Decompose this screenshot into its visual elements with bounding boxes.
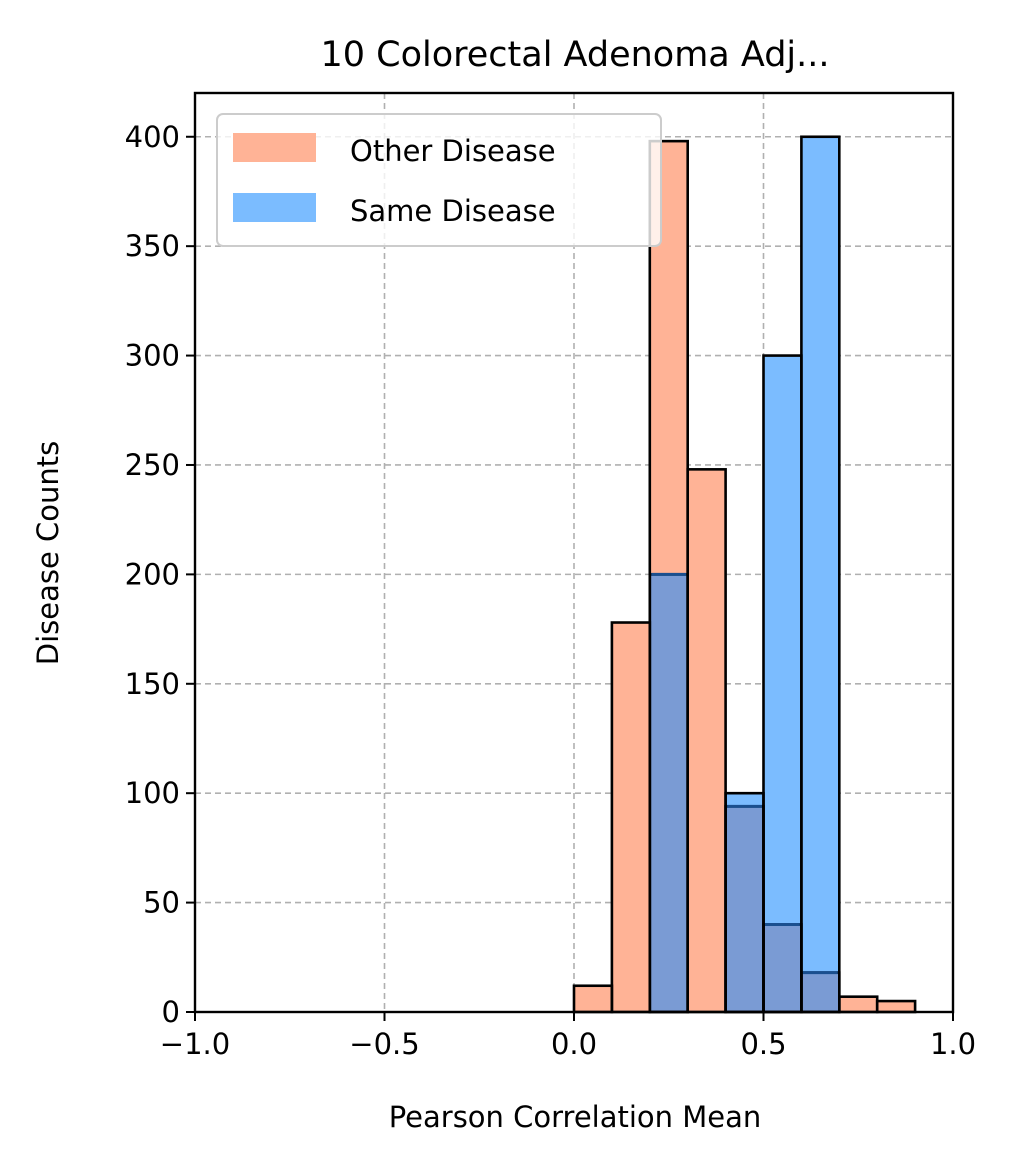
bar-fill-top-8	[877, 1001, 916, 1012]
y-tick-label-7: 350	[125, 229, 180, 263]
y-tick-label-2: 100	[125, 776, 180, 810]
bar-fill-top-7	[839, 996, 878, 1012]
y-tick-label-1: 50	[143, 886, 180, 920]
bar-fill-top-0	[574, 985, 612, 1012]
x-tick-label-4: 1.0	[930, 1027, 976, 1061]
y-axis-label: Disease Counts	[31, 441, 65, 666]
bar-fill-top-4	[725, 793, 764, 807]
y-tick-label-0: 0	[162, 995, 180, 1029]
x-tick-label-0: −1.0	[160, 1027, 230, 1061]
bar-fill-top-1	[611, 622, 650, 1012]
y-tick-label-8: 400	[125, 120, 180, 154]
x-tick-label-1: −0.5	[349, 1027, 419, 1061]
legend-label-1: Same Disease	[350, 194, 556, 228]
axis-ticks: −1.0 −0.5 0.0 0.5 1.0 0 50 100 150 200 250 300 350 40…	[125, 120, 976, 1061]
bar-fill-top-3	[687, 469, 726, 1012]
chart-title: 10 Colorectal Adenoma Adj...	[320, 35, 829, 75]
bar-fill-top-6	[801, 136, 840, 973]
bar-fill-overlap-2	[649, 574, 688, 1012]
y-tick-label-6: 300	[125, 339, 180, 373]
bar-fill-overlap-5	[763, 924, 802, 1012]
bar-fill-overlap-6	[801, 972, 840, 1012]
y-tick-label-3: 150	[125, 667, 180, 701]
x-axis-label: Pearson Correlation Mean	[389, 1100, 762, 1134]
y-tick-label-5: 250	[125, 448, 180, 482]
legend-label-0: Other Disease	[350, 134, 556, 168]
legend-box	[216, 113, 662, 247]
y-tick-label-4: 200	[125, 557, 180, 591]
x-tick-label-3: 0.5	[740, 1027, 786, 1061]
legend-swatch-1	[233, 193, 316, 222]
bar-fill-top-5	[763, 355, 802, 925]
bar-fill-overlap-4	[725, 806, 764, 1012]
legend-swatch-0	[233, 133, 316, 162]
x-tick-label-2: 0.0	[551, 1027, 597, 1061]
legend: Other Disease Same Disease	[216, 113, 662, 247]
